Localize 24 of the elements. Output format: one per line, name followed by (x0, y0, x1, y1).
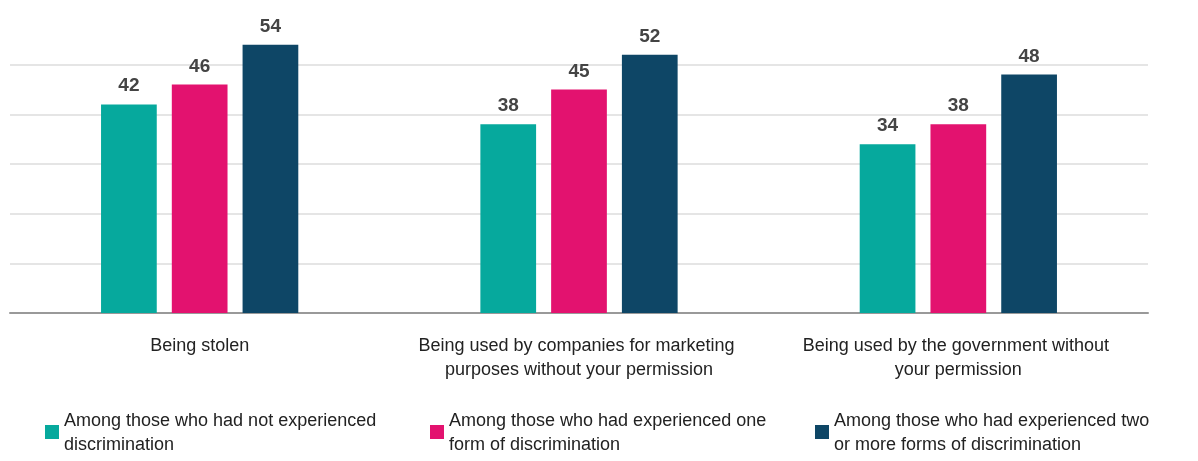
data-label: 54 (259, 14, 282, 36)
legend-label: Among those who had not experienced discrimination (64, 410, 382, 454)
data-label: 52 (639, 24, 661, 46)
bar (242, 44, 299, 313)
data-label: 42 (118, 74, 140, 96)
bar (171, 84, 228, 313)
data-label: 46 (189, 54, 211, 76)
legend-label: Among those who had experienced one form of discrimination (449, 410, 772, 454)
bar (930, 124, 987, 313)
bar (551, 89, 607, 313)
legend-label: Among those who had experienced two or more forms of discrimination (834, 410, 1155, 454)
data-label: 45 (568, 59, 590, 81)
bar (859, 144, 916, 313)
data-label: 48 (1018, 44, 1040, 66)
bar (621, 54, 678, 313)
bar (480, 124, 537, 313)
x-tick-label: Being used by the government without your permission (802, 335, 1114, 379)
x-tick-label: Being stolen (150, 335, 250, 355)
data-label: 34 (877, 114, 899, 136)
bar (101, 104, 157, 313)
bar (1001, 74, 1057, 313)
data-label: 38 (497, 94, 519, 116)
data-label: 38 (947, 94, 969, 116)
x-tick-label: Being used by companies for marketing purposes without your permission (418, 335, 740, 379)
